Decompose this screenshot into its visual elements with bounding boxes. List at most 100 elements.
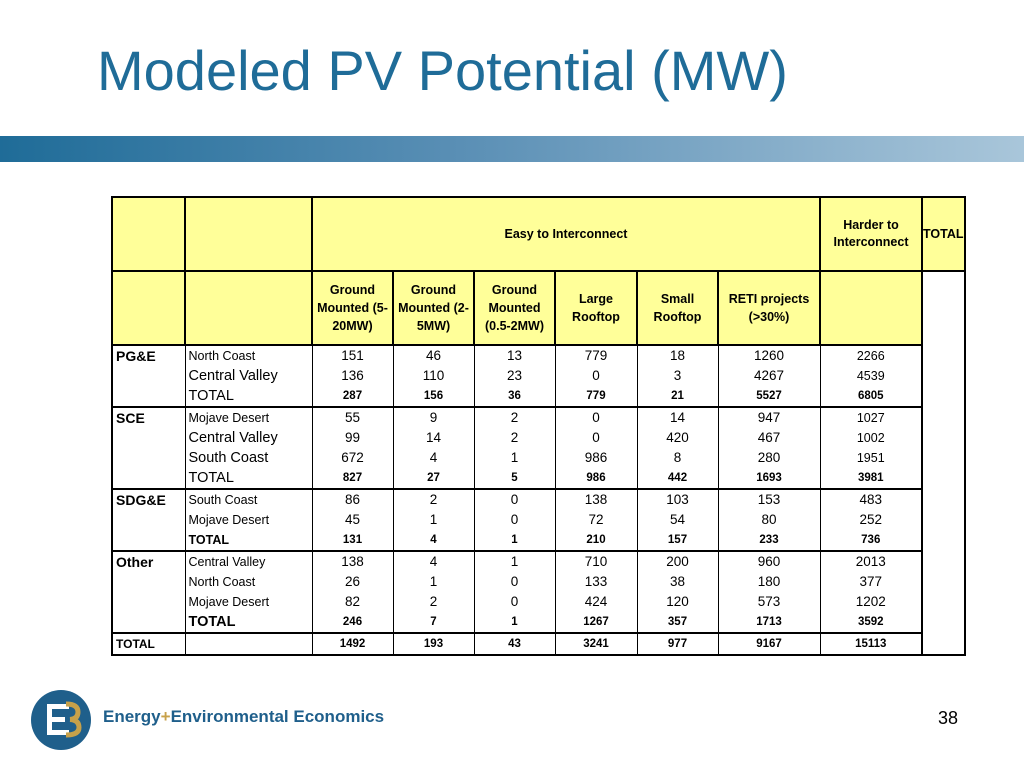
table-cell: 4	[392, 551, 475, 572]
table-cell: 0	[473, 572, 556, 592]
table-cell: 0	[473, 510, 556, 530]
slide-title: Modeled PV Potential (MW)	[97, 39, 788, 102]
table-cell: 0	[473, 489, 556, 510]
table-row: SCE Mojave Desert 55 9 2 0 14 947 1027	[111, 407, 965, 490]
table-cell: 86	[311, 489, 394, 510]
table-cell: 153	[717, 489, 821, 510]
pv-potential-table: Easy to Interconnect Harder to Interconn…	[111, 196, 966, 656]
table-cell: 1267	[554, 612, 638, 634]
header-blank	[111, 270, 186, 346]
column-header: Ground Mounted (5-20MW)	[311, 270, 394, 346]
table-cell: 21	[636, 386, 719, 408]
region-name: TOTAL	[185, 386, 313, 408]
table-cell: 287	[311, 386, 394, 408]
table-cell: 2	[392, 489, 475, 510]
table-cell: 467	[717, 428, 821, 448]
header-total: TOTAL	[921, 196, 966, 272]
table-cell: 947	[717, 407, 821, 428]
page-number: 38	[938, 708, 959, 728]
table-cell: 252	[819, 510, 923, 530]
column-header: Ground Mounted (0.5-2MW)	[473, 270, 556, 346]
table-cell: 246	[311, 612, 394, 634]
company-logo-icon	[30, 689, 92, 751]
table-cell: 1	[473, 448, 556, 468]
table-cell: 779	[554, 386, 638, 408]
table-cell: 138	[311, 551, 394, 572]
region-name: Central Valley	[185, 366, 313, 386]
table-cell: 151	[311, 345, 394, 366]
table-cell: 5527	[717, 386, 821, 408]
column-header: Small Rooftop	[636, 270, 719, 346]
table-subtotal-row: TOTAL 287 156 36 779 21 5527 6805	[112, 386, 965, 408]
table-cell: 0	[554, 428, 638, 448]
table-cell: 357	[636, 612, 719, 634]
table-cell: 1027	[819, 407, 923, 428]
table-cell: 4267	[717, 366, 821, 386]
brand-part-1: Energy	[103, 707, 161, 726]
table-cell: 672	[311, 448, 394, 468]
table-cell: 180	[717, 572, 821, 592]
header-blank	[184, 196, 313, 272]
table-cell: 14	[636, 407, 719, 428]
grand-total-label: TOTAL	[111, 632, 186, 656]
region-name: North Coast	[185, 345, 313, 366]
grand-total-cell: 193	[392, 632, 475, 656]
table-cell: 80	[717, 510, 821, 530]
header-harder-to-interconnect: Harder to Interconnect	[819, 196, 923, 272]
table-row: SDG&E South Coast 86 2 0 138 103 153 483	[111, 489, 965, 552]
table-cell: 210	[554, 530, 638, 552]
table-cell: 3981	[819, 468, 923, 490]
table-cell: 156	[392, 386, 475, 408]
table-subtotal-row: TOTAL 827 27 5 986 442 1693 3981	[112, 468, 965, 490]
column-header: RETI projects (>30%)	[717, 270, 821, 346]
grand-total-row: TOTAL 1492 193 43 3241 977 9167 15113	[111, 632, 965, 656]
table-cell: 3	[636, 366, 719, 386]
title-band	[0, 136, 1024, 162]
table-cell: 13	[473, 345, 556, 366]
table-cell: 986	[554, 448, 638, 468]
header-row-2: Ground Mounted (5-20MW) Ground Mounted (…	[111, 270, 965, 346]
grand-total-cell: 43	[473, 632, 556, 656]
table-cell: 827	[311, 468, 394, 490]
table-cell: 1260	[717, 345, 821, 366]
region-name: North Coast	[185, 572, 313, 592]
region-name: TOTAL	[185, 468, 313, 490]
table-row: PG&E North Coast 151 46 13 779 18 1260 2266	[111, 345, 965, 408]
table-cell: 710	[554, 551, 638, 572]
table-cell: 1	[473, 551, 556, 572]
table-row: North Coast 26 1 0 133 38 180 377	[112, 572, 965, 592]
table-cell: 45	[311, 510, 394, 530]
table-cell: 1202	[819, 592, 923, 612]
table-cell: 23	[473, 366, 556, 386]
table-cell: 1	[473, 612, 556, 634]
header-blank	[819, 270, 923, 346]
table-cell: 7	[392, 612, 475, 634]
header-row-1: Easy to Interconnect Harder to Interconn…	[111, 196, 966, 272]
table-cell: 0	[554, 366, 638, 386]
brand-plus: +	[160, 707, 171, 726]
table-cell: 120	[636, 592, 719, 612]
table-cell: 18	[636, 345, 719, 366]
region-name: South Coast	[185, 489, 313, 510]
table-cell: 46	[392, 345, 475, 366]
grand-total-blank	[185, 632, 313, 656]
table-cell: 4	[392, 530, 475, 552]
table-cell: 986	[554, 468, 638, 490]
table-cell: 4	[392, 448, 475, 468]
table-cell: 2	[392, 592, 475, 612]
table-cell: 99	[311, 428, 394, 448]
table-cell: 1	[392, 572, 475, 592]
table-cell: 9	[392, 407, 475, 428]
table-cell: 424	[554, 592, 638, 612]
grand-total-cell: 977	[636, 632, 719, 656]
region-name: Mojave Desert	[185, 592, 313, 612]
table-cell: 136	[311, 366, 394, 386]
column-header: Ground Mounted (2-5MW)	[392, 270, 475, 346]
table-cell: 138	[554, 489, 638, 510]
table-cell: 14	[392, 428, 475, 448]
region-name: Mojave Desert	[185, 510, 313, 530]
pv-potential-table-container: Easy to Interconnect Harder to Interconn…	[111, 196, 966, 656]
table-cell: 483	[819, 489, 923, 510]
utility-name: PG&E	[111, 345, 186, 408]
utility-name: Other	[111, 551, 186, 634]
